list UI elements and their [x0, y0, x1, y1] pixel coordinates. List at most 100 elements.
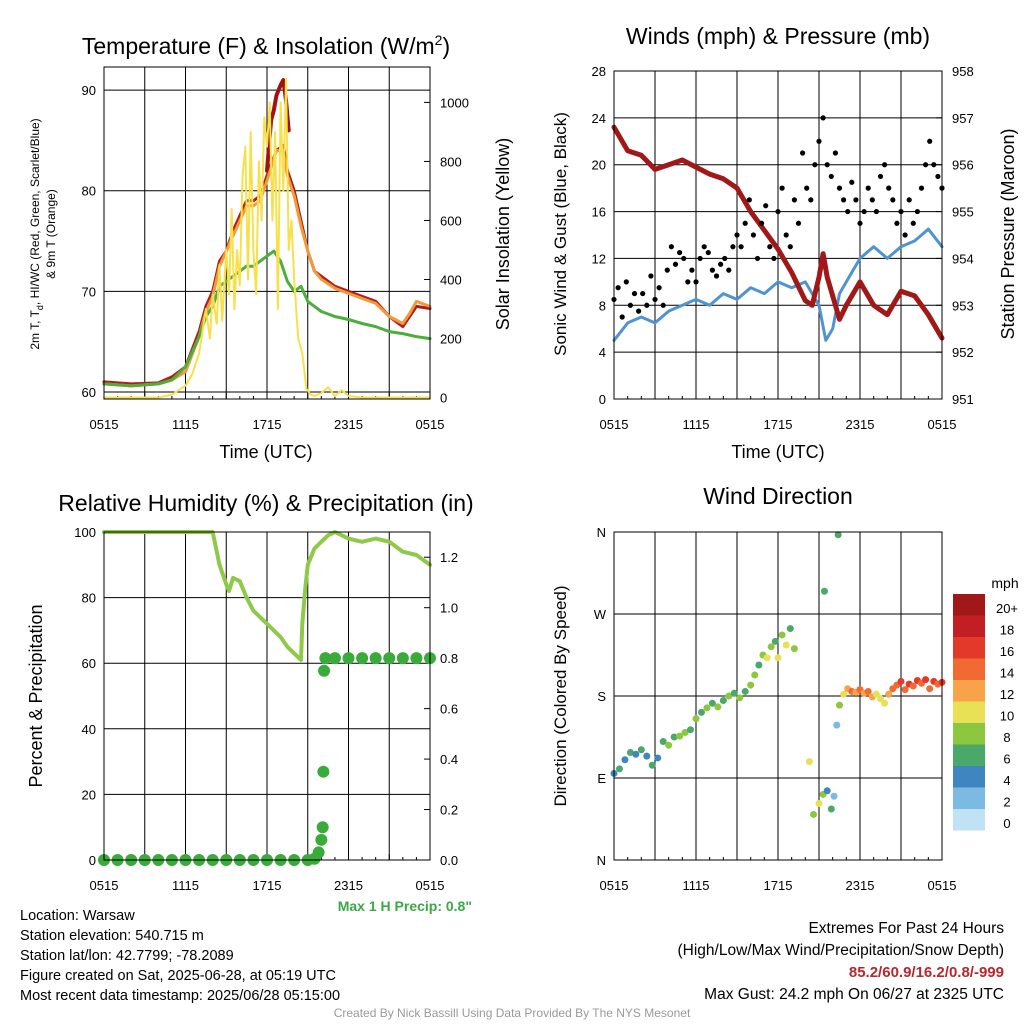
humidity-frame [103, 531, 431, 861]
x-tick-label: 1715 [253, 878, 282, 893]
direction-point [926, 685, 934, 693]
direction-point [778, 631, 786, 639]
gust-point [627, 302, 634, 308]
temperature-title: Temperature (F) & Insolation (W/m2) [82, 32, 450, 59]
legend-swatch [953, 637, 985, 659]
direction-point [692, 715, 700, 723]
gust-point [882, 162, 888, 168]
temperature-xlabel: Time (UTC) [219, 442, 312, 462]
direction-point [774, 654, 782, 662]
direction-point [637, 746, 645, 754]
y-tick-label: 20 [82, 787, 96, 802]
x-tick-label: 2315 [334, 417, 363, 432]
x-tick-label: 1715 [764, 417, 793, 432]
x-tick-label: 0515 [416, 417, 445, 432]
gust-point [648, 273, 654, 279]
direction-point [840, 690, 848, 698]
direction-point [877, 695, 884, 703]
gust-point [923, 162, 929, 168]
y-tick-label: 60 [82, 385, 96, 400]
max-precip-text: Max 1 H Precip: 0.8" [337, 898, 472, 914]
direction-point [815, 800, 823, 808]
gust-point [849, 179, 855, 185]
y-right-tick-label: 1000 [440, 95, 469, 110]
y-right-tick-label: 957 [952, 111, 974, 126]
y-tick-label: 40 [82, 722, 96, 737]
gust-point [763, 203, 769, 209]
legend-label: 18 [1000, 622, 1014, 637]
direction-point [687, 726, 695, 734]
direction-point [751, 671, 759, 679]
gust-point [890, 197, 896, 203]
y-right-tick-label: 1.2 [440, 550, 458, 565]
winds-xlabel: Time (UTC) [731, 442, 824, 462]
gust-point [865, 185, 871, 191]
gust-point [853, 197, 859, 203]
gust-point [808, 197, 814, 203]
precip-point [317, 765, 330, 778]
y-right-tick-label: 958 [952, 64, 974, 79]
direction-point [786, 625, 794, 633]
y-right-tick-label: 951 [952, 392, 974, 407]
gust-point [820, 115, 826, 121]
gust-point [910, 220, 916, 226]
direction-point [670, 733, 678, 741]
precip-point [396, 652, 409, 665]
direction-point [833, 721, 841, 729]
legend-label: 16 [1000, 644, 1014, 659]
direction-point [632, 750, 640, 758]
direction-point [708, 699, 716, 707]
gust-point [771, 255, 777, 262]
winds-grid: 0515 1115 1715 2315 0515 0 4 8 12 16 20 24 28 951 952 9… [592, 64, 974, 432]
y-tick-label: E [597, 771, 606, 786]
extremes-values: 85.2/60.9/16.2/0.8/-999 [848, 964, 1004, 981]
x-tick-label: 1715 [764, 878, 793, 893]
direction-point [626, 748, 634, 756]
gust-point [898, 208, 904, 215]
gust-point [902, 232, 908, 238]
gust-point [816, 138, 822, 144]
direction-point [697, 708, 705, 716]
elevation-text: Station elevation: 540.715 m [20, 928, 204, 944]
gust-point [812, 162, 818, 168]
temperature-plot-area [102, 77, 432, 399]
gust-point [730, 244, 736, 250]
direction-point [901, 686, 909, 694]
direction-point [615, 765, 623, 773]
legend-label: 2 [1003, 794, 1010, 809]
wind-line [612, 227, 944, 342]
y-tick-label: N [597, 525, 606, 540]
direction-point [922, 676, 930, 684]
legend-label: 10 [1000, 708, 1014, 723]
gust-point [787, 244, 793, 250]
legend-swatch [953, 615, 985, 637]
gust-point [693, 279, 699, 285]
y-right-tick-label: 800 [440, 154, 462, 169]
gust-point [914, 208, 921, 215]
direction-grid: 0515 1115 1715 2315 0515 N E S W N [594, 525, 957, 893]
y-tick-label: 8 [599, 298, 606, 313]
gust-point [750, 232, 757, 238]
temperature-ylabel-left-2: & 9m T (Orange) [44, 189, 58, 279]
gust-point [713, 273, 720, 279]
temperature-panel: Temperature (F) & Insolation (W/m2) Time… [28, 32, 513, 462]
extremes-block: Extremes For Past 24 Hours (High/Low/Max… [678, 918, 1005, 1006]
precip-point [356, 652, 369, 665]
y-right-tick-label: 953 [952, 298, 974, 313]
legend-swatch [953, 680, 985, 702]
legend-swatch [953, 701, 985, 723]
gust-point [869, 197, 875, 203]
direction-point [681, 728, 689, 736]
y-tick-label: S [597, 689, 606, 704]
humidity-title: Relative Humidity (%) & Precipitation (i… [58, 490, 473, 516]
gust-point [668, 244, 675, 250]
legend-label: 20+ [996, 601, 1018, 616]
direction-point [730, 689, 738, 697]
y-right-tick-label: 955 [952, 205, 974, 220]
direction-point [755, 661, 763, 669]
y-tick-label: 60 [82, 656, 96, 671]
gust-point [795, 220, 802, 226]
direction-point [790, 645, 798, 653]
legend-label: 12 [1000, 687, 1014, 702]
gust-point [726, 267, 732, 273]
